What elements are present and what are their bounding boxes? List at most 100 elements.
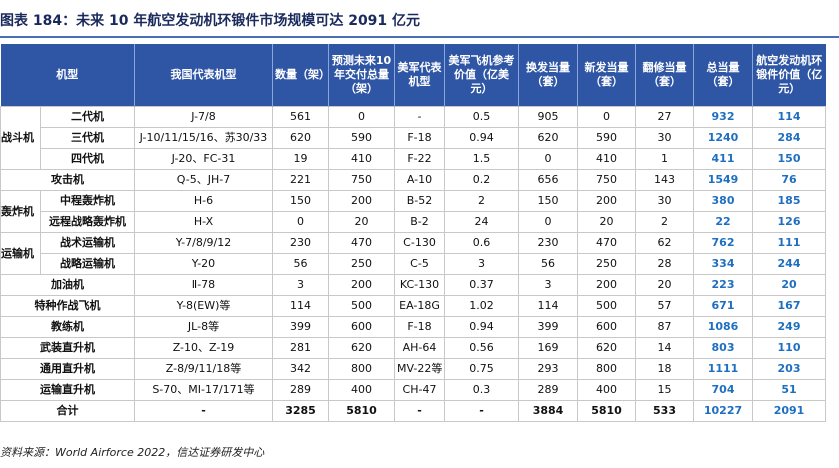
cell-us-value: - (444, 400, 519, 422)
cell-overhaul: 20 (635, 274, 694, 296)
cell-total: 1240 (693, 127, 753, 149)
cell-us-model: AH-64 (394, 337, 445, 359)
cell-us-value: 0.2 (444, 169, 519, 191)
cell-us-model: A-10 (394, 169, 445, 191)
cell-us-model: KC-130 (394, 274, 445, 296)
cell-new-engine: 800 (577, 358, 636, 380)
row-type: 战略运输机 (40, 253, 135, 275)
cell-overhaul: 15 (635, 379, 694, 401)
header-future-delivery: 预测未来10年交付总量（架） (328, 44, 395, 107)
table-row: 攻击机 Q-5、JH-7 221 750 A-10 0.2 656 750 14… (0, 169, 826, 191)
cell-replacement: 905 (518, 106, 578, 128)
table-row: 战略运输机 Y-20 56 250 C-5 3 56 250 28 334 24… (1, 253, 826, 275)
cell-future-delivery: 500 (328, 295, 395, 317)
cell-ring-value: 110 (752, 337, 826, 359)
cell-ring-value: 244 (752, 253, 826, 275)
table-row: 通用直升机 Z-8/9/11/18等 342 800 MV-22等 0.75 2… (0, 358, 826, 380)
cell-quantity: 561 (272, 106, 329, 128)
group-fighter: 战斗机 (0, 106, 41, 170)
cell-ring-value: 167 (752, 295, 826, 317)
cell-quantity: 56 (272, 253, 329, 275)
table-row: 战斗机 二代机 J-7/8 561 0 - 0.5 905 0 27 932 1… (0, 106, 826, 170)
cell-replacement: 289 (518, 379, 578, 401)
cell-us-value: 1.02 (444, 295, 519, 317)
table-row: 运输机 战术运输机 Y-7/8/9/12 230 470 C-130 0.6 2… (0, 232, 826, 275)
cell-quantity: 3285 (272, 400, 329, 422)
header-quantity: 数量（架） (272, 44, 330, 107)
cell-quantity: 0 (272, 211, 329, 233)
cell-total: 704 (693, 379, 753, 401)
row-type: 远程战略轰炸机 (40, 211, 135, 233)
cell-cn-model: Q-5、JH-7 (134, 169, 273, 191)
cell-future-delivery: 750 (328, 169, 395, 191)
cell-cn-model: Y-7/8/9/12 (134, 232, 273, 254)
header-row: 机型 我国代表机型 数量（架） 预测未来10年交付总量（架） 美军代表机型 美军… (0, 44, 826, 107)
cell-cn-model: J-20、FC-31 (134, 148, 273, 170)
cell-ring-value: 76 (752, 169, 826, 191)
header-ring-value: 航空发动机环锻件价值（亿元） (752, 44, 826, 107)
cell-ring-value: 249 (752, 316, 826, 338)
header-overhaul: 翻修当量（套） (635, 44, 694, 107)
cell-quantity: 620 (272, 127, 329, 149)
row-type: 教练机 (0, 316, 135, 338)
cell-replacement: 0 (518, 211, 578, 233)
cell-future-delivery: 470 (328, 232, 395, 254)
cell-new-engine: 600 (577, 316, 636, 338)
cell-cn-model: - (134, 400, 273, 422)
cell-quantity: 230 (272, 232, 329, 254)
cell-new-engine: 500 (577, 295, 636, 317)
cell-new-engine: 750 (577, 169, 636, 191)
cell-overhaul: 28 (635, 253, 694, 275)
cell-quantity: 221 (272, 169, 329, 191)
cell-new-engine: 410 (577, 148, 636, 170)
header-new-engine: 新发当量（套） (577, 44, 636, 107)
cell-quantity: 114 (272, 295, 329, 317)
cell-us-model: F-22 (394, 148, 445, 170)
cell-replacement: 620 (518, 127, 578, 149)
header-type: 机型 (0, 44, 135, 107)
title-divider (0, 36, 839, 38)
cell-total: 10227 (693, 400, 753, 422)
cell-us-value: 0.3 (444, 379, 519, 401)
row-type: 中程轰炸机 (40, 190, 135, 212)
cell-cn-model: Z-10、Z-19 (134, 337, 273, 359)
cell-future-delivery: 200 (328, 190, 395, 212)
cell-total: 22 (693, 211, 753, 233)
cell-overhaul: 30 (635, 190, 694, 212)
row-type: 武装直升机 (0, 337, 135, 359)
cell-us-model: MV-22等 (394, 358, 445, 380)
cell-future-delivery: 5810 (328, 400, 395, 422)
cell-cn-model: JL-8等 (134, 316, 273, 338)
cell-quantity: 342 (272, 358, 329, 380)
cell-cn-model: Y-8(EW)等 (134, 295, 273, 317)
cell-us-value: 3 (444, 253, 519, 275)
source-note: 资料来源：World Airforce 2022，信达证券研发中心 (0, 446, 265, 459)
cell-cn-model: J-10/11/15/16、苏30/33 (134, 127, 273, 149)
cell-us-model: C-130 (394, 232, 445, 254)
cell-future-delivery: 800 (328, 358, 395, 380)
cell-overhaul: 14 (635, 337, 694, 359)
cell-total: 803 (693, 337, 753, 359)
cell-us-model: F-18 (394, 127, 445, 149)
ring-forging-market-table: 机型 我国代表机型 数量（架） 预测未来10年交付总量（架） 美军代表机型 美军… (0, 44, 826, 422)
cell-new-engine: 0 (577, 106, 636, 128)
cell-ring-value: 203 (752, 358, 826, 380)
chart-title: 图表 184：未来 10 年航空发动机环锻件市场规模可达 2091 亿元 (0, 13, 421, 29)
cell-new-engine: 470 (577, 232, 636, 254)
cell-total: 223 (693, 274, 753, 296)
cell-new-engine: 250 (577, 253, 636, 275)
cell-replacement: 3884 (518, 400, 578, 422)
cell-cn-model: J-7/8 (134, 106, 273, 128)
row-type: 合计 (0, 400, 135, 422)
table-row: 轰炸机 中程轰炸机 H-6 150 200 B-52 2 150 200 30 … (0, 190, 826, 233)
cell-cn-model: Y-20 (134, 253, 273, 275)
cell-us-value: 0.94 (444, 127, 519, 149)
row-type: 特种作战飞机 (0, 295, 135, 317)
table-row: 三代机 J-10/11/15/16、苏30/33 620 590 F-18 0.… (1, 127, 826, 149)
cell-future-delivery: 200 (328, 274, 395, 296)
cell-us-model: B-2 (394, 211, 445, 233)
cell-us-model: C-5 (394, 253, 445, 275)
cell-overhaul: 62 (635, 232, 694, 254)
cell-us-value: 0.5 (444, 106, 519, 128)
cell-quantity: 289 (272, 379, 329, 401)
